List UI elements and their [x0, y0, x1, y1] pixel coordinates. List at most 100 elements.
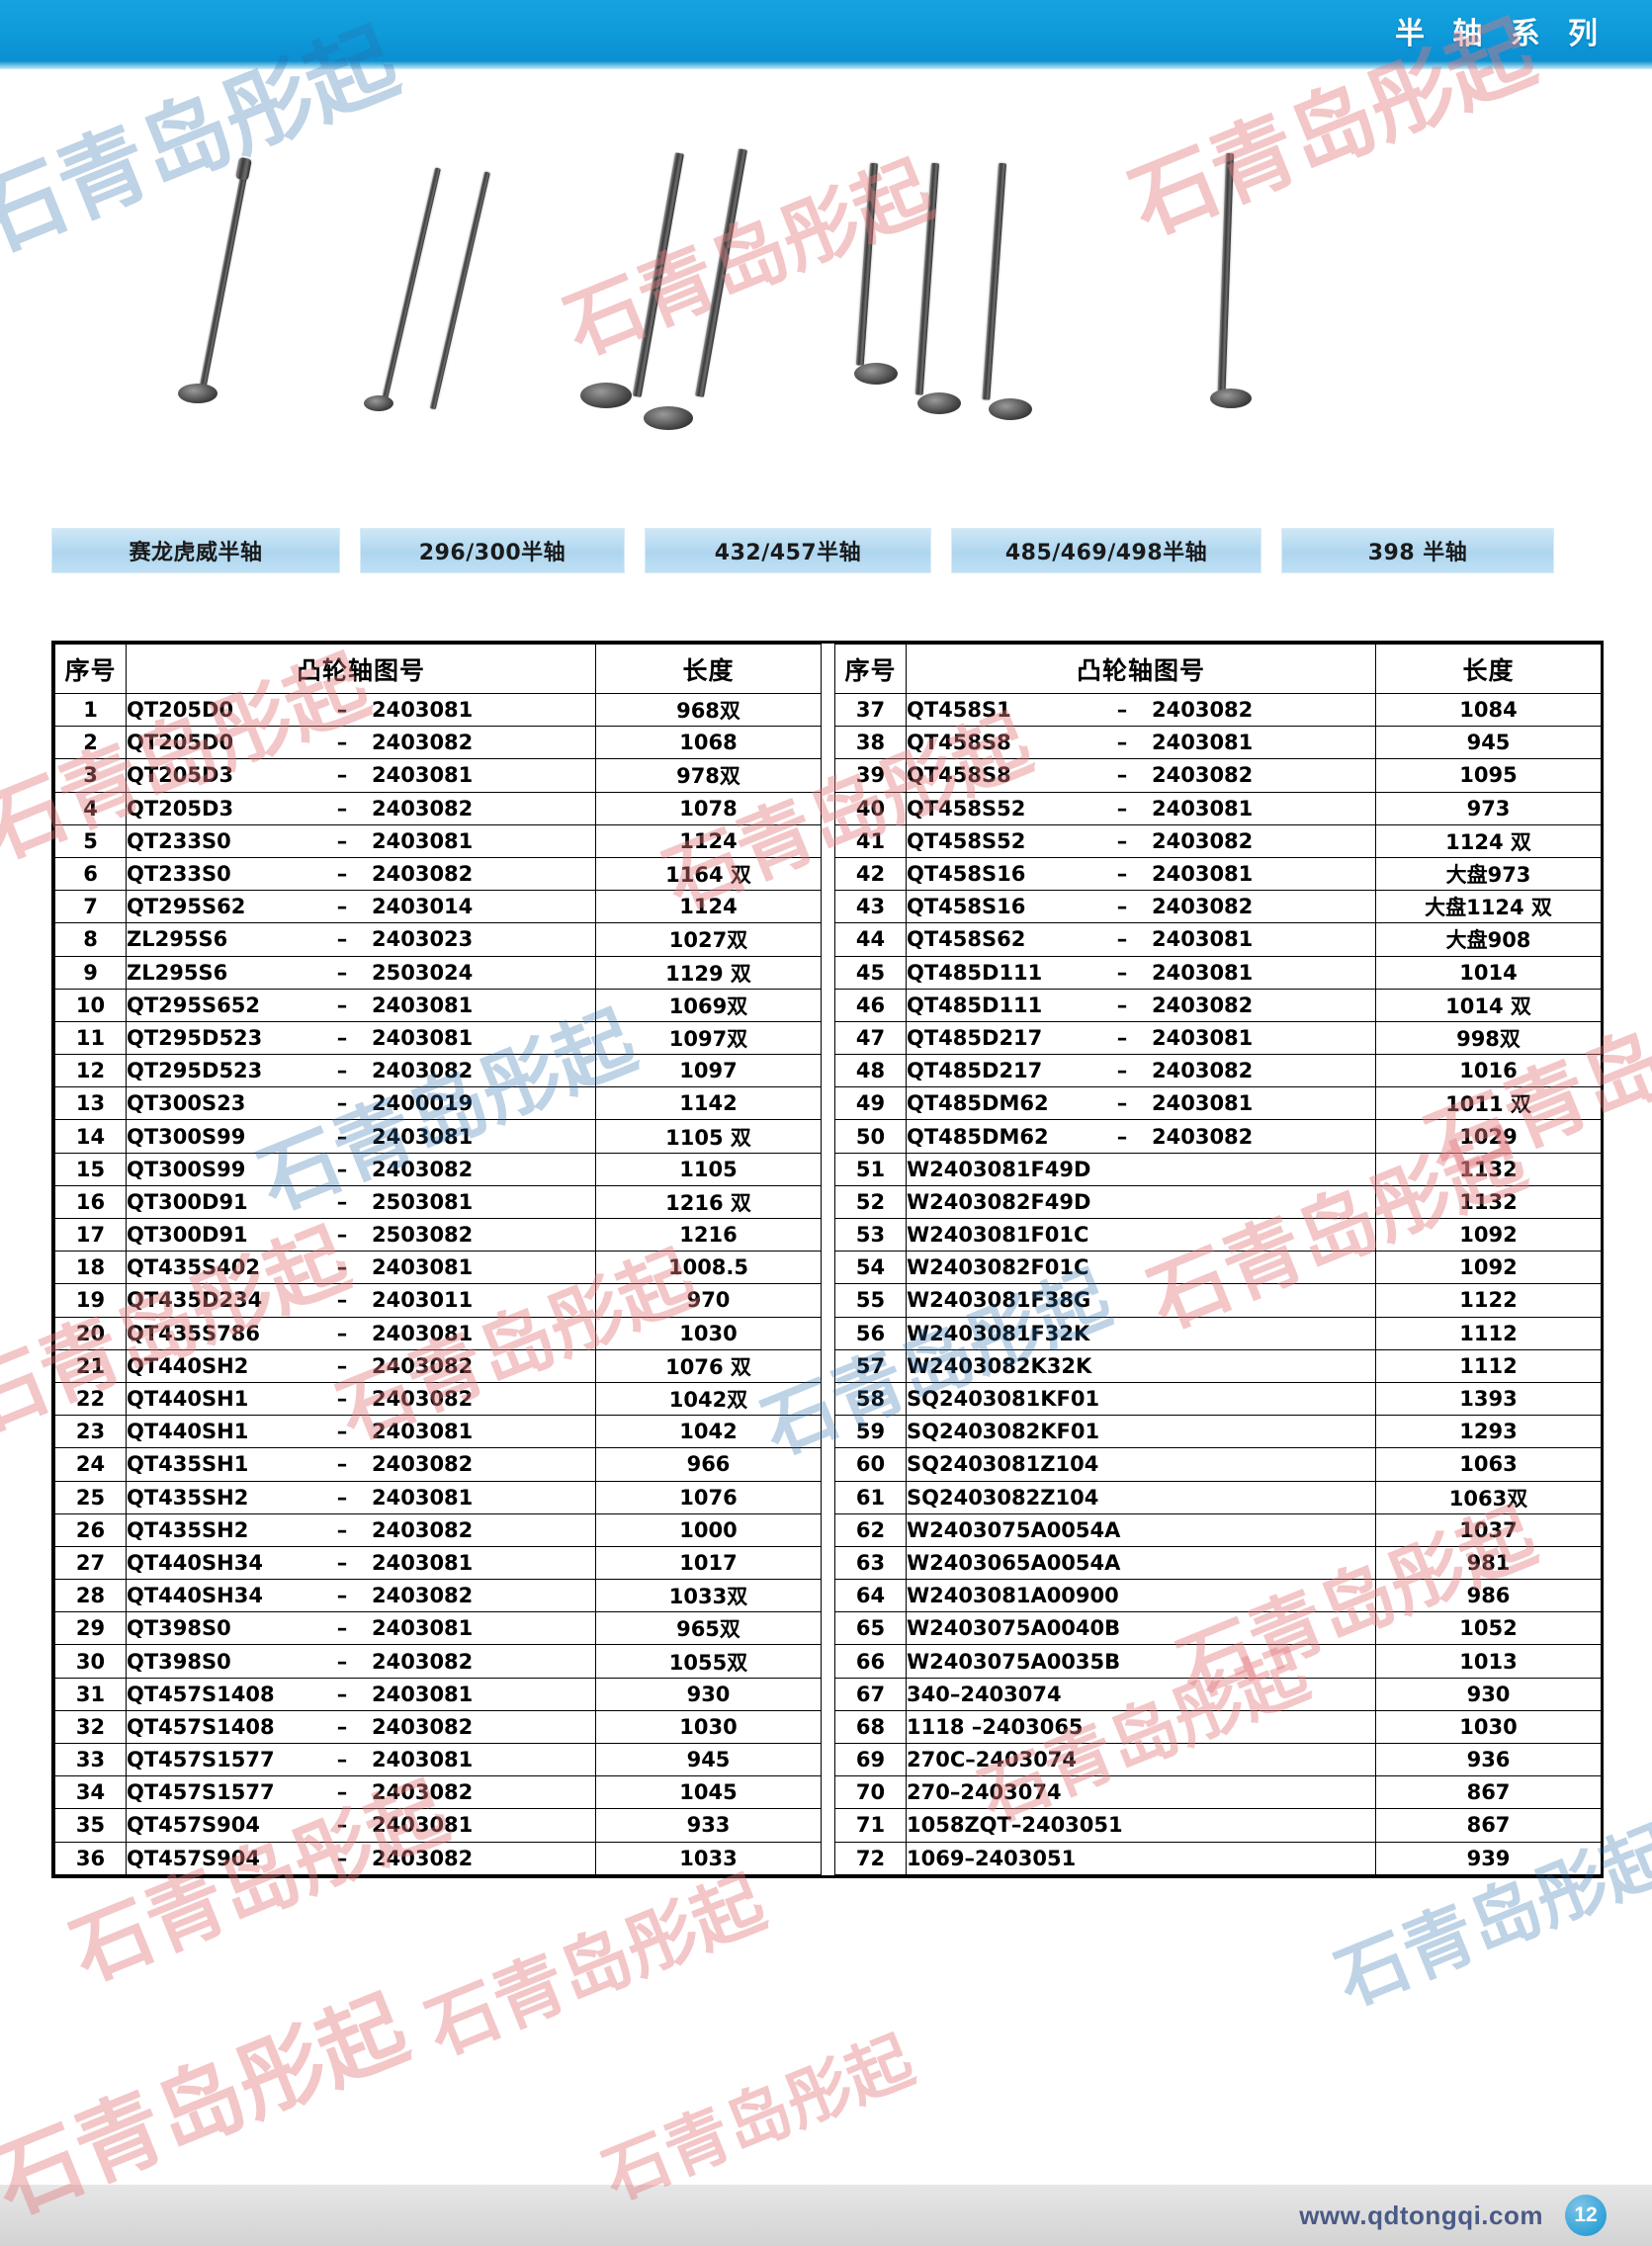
cell-no-right: 63	[834, 1545, 907, 1581]
cell-no-left: 33	[54, 1742, 127, 1777]
table-row: 7 QT295S62–2403014 1124 43 QT458S16–2403082 大…	[54, 890, 1602, 924]
table-row: 2 QT205D0–2403082 1068 38 QT458S8–2403081 945	[54, 726, 1602, 760]
part-code: QT300S99	[127, 1124, 246, 1149]
table-column-divider	[821, 726, 835, 759]
cell-no-left: 10	[54, 988, 127, 1022]
cell-length-right: 936	[1375, 1742, 1602, 1777]
company-website[interactable]: www.qdtongqi.com	[1299, 2200, 1543, 2230]
cell-part-left: QT440SH1 –2403081	[126, 1415, 596, 1449]
header-no-right: 序号	[834, 644, 907, 694]
cell-part-left: QT295D523 –2403081	[126, 1020, 596, 1056]
part-code: W2403082F49D	[907, 1189, 1091, 1214]
cell-part-left: QT435S786 –2403081	[126, 1316, 596, 1350]
part-number: 2403081	[372, 698, 474, 723]
product-caption-row: 赛龙虎威半轴 296/300半轴 432/457半轴 485/469/498半轴 398…	[51, 528, 1604, 583]
part-number: 2403082	[1152, 895, 1254, 919]
cell-no-right: 67	[834, 1677, 907, 1711]
part-code: 270C–2403074	[907, 1748, 1078, 1772]
part-code: QT457S1577	[127, 1780, 275, 1805]
cell-no-right: 46	[834, 988, 907, 1022]
cell-part-right: QT485D111 –2403081	[906, 955, 1376, 990]
cell-part-right: QT485D111 –2403082	[906, 988, 1376, 1022]
part-number: 2403081	[372, 1748, 474, 1772]
cell-no-right: 54	[834, 1251, 907, 1285]
part-code: QT295D523	[127, 1025, 263, 1050]
table-column-divider	[821, 693, 835, 727]
part-code: QT485D217	[907, 1025, 1043, 1050]
table-row: 1 QT205D0–2403081 968双 37 QT458S1–2403082 108…	[54, 692, 1602, 728]
cell-length-left: 945	[595, 1742, 822, 1777]
cell-no-right: 39	[834, 758, 907, 793]
table-column-divider	[821, 989, 835, 1022]
table-row: 4 QT205D3–2403082 1078 40 QT458S52–2403081 97…	[54, 791, 1602, 825]
part-code: W2403081A00900	[907, 1584, 1119, 1608]
cell-length-right: 998双	[1375, 1020, 1602, 1056]
table-column-divider	[821, 1251, 835, 1284]
table-row: 6 QT233S0–2403082 1164 双 42 QT458S16–2403081…	[54, 856, 1602, 892]
cell-no-right: 69	[834, 1742, 907, 1777]
table-column-divider	[821, 890, 835, 923]
part-code: 270–2403074	[907, 1780, 1062, 1805]
table-row: 10 QT295S652–2403081 1069双 46 QT485D111–2403…	[54, 988, 1602, 1022]
part-dash: –	[1116, 862, 1128, 887]
cell-length-right: 867	[1375, 1775, 1602, 1810]
cell-no-right: 45	[834, 955, 907, 990]
cell-part-right: QT458S8 –2403081	[906, 726, 1376, 760]
part-code: QT440SH2	[127, 1353, 249, 1378]
part-number: 2403082	[372, 1387, 474, 1412]
cell-part-left: QT233S0 –2403082	[126, 856, 596, 892]
part-number: 2403082	[372, 1157, 474, 1181]
part-dash: –	[336, 1059, 348, 1083]
part-number: 2403081	[372, 1255, 474, 1280]
cell-no-left: 23	[54, 1415, 127, 1449]
part-dash: –	[336, 895, 348, 919]
part-number: 2403082	[372, 1846, 474, 1870]
cell-part-left: QT435SH2 –2403081	[126, 1480, 596, 1514]
cell-length-right: 1092	[1375, 1217, 1602, 1253]
table-row: 11 QT295D523–2403081 1097双 47 QT485D217–2403…	[54, 1020, 1602, 1056]
part-number: 2403014	[372, 895, 474, 919]
cell-part-left: QT295S62 –2403014	[126, 890, 596, 924]
cell-length-right: 1112	[1375, 1348, 1602, 1383]
page-footer: www.qdtongqi.com 12	[0, 2185, 1652, 2246]
part-dash: –	[336, 763, 348, 788]
cell-part-right: QT458S16 –2403081	[906, 856, 1376, 892]
part-code: SQ2403082KF01	[907, 1420, 1100, 1444]
part-dash: –	[336, 1025, 348, 1050]
cell-length-left: 1008.5	[595, 1251, 822, 1285]
cell-part-right: W2403081F49D	[906, 1152, 1376, 1186]
cell-no-left: 22	[54, 1381, 127, 1417]
cell-length-left: 1097双	[595, 1020, 822, 1056]
part-code: QT300D91	[127, 1189, 248, 1214]
part-number: 2403081	[372, 1616, 474, 1641]
cell-part-left: QT457S904 –2403082	[126, 1841, 596, 1875]
part-dash: –	[336, 1649, 348, 1674]
cell-no-right: 44	[834, 922, 907, 957]
part-dash: –	[1116, 1124, 1128, 1149]
part-code: W2403081F01C	[907, 1223, 1089, 1248]
cell-no-right: 65	[834, 1611, 907, 1646]
table-column-divider	[821, 1513, 835, 1547]
header-underline	[0, 61, 1652, 69]
part-number: 2403082	[372, 1353, 474, 1378]
cell-part-left: QT440SH34 –2403081	[126, 1545, 596, 1581]
table-column-divider	[821, 1743, 835, 1776]
table-column-divider	[821, 1546, 835, 1580]
cell-part-left: QT398S0 –2403082	[126, 1644, 596, 1679]
cell-length-right: 939	[1375, 1841, 1602, 1875]
part-dash: –	[336, 1420, 348, 1444]
cell-no-right: 52	[834, 1184, 907, 1220]
part-dash: –	[336, 862, 348, 887]
table-column-divider	[821, 956, 835, 990]
cell-no-left: 20	[54, 1316, 127, 1350]
table-row: 16 QT300D91 –2503081 1216 双 52 W2403082F49D 11…	[54, 1184, 1602, 1220]
table-column-divider	[821, 792, 835, 825]
part-code: QT233S0	[127, 828, 231, 853]
part-number: 2403081	[372, 828, 474, 853]
cell-part-right: 270–2403074	[906, 1775, 1376, 1810]
part-code: QT295S652	[127, 993, 260, 1017]
cell-no-left: 32	[54, 1709, 127, 1745]
cell-no-left: 7	[54, 890, 127, 924]
cell-no-left: 28	[54, 1579, 127, 1613]
cell-length-left: 1216 双	[595, 1184, 822, 1220]
